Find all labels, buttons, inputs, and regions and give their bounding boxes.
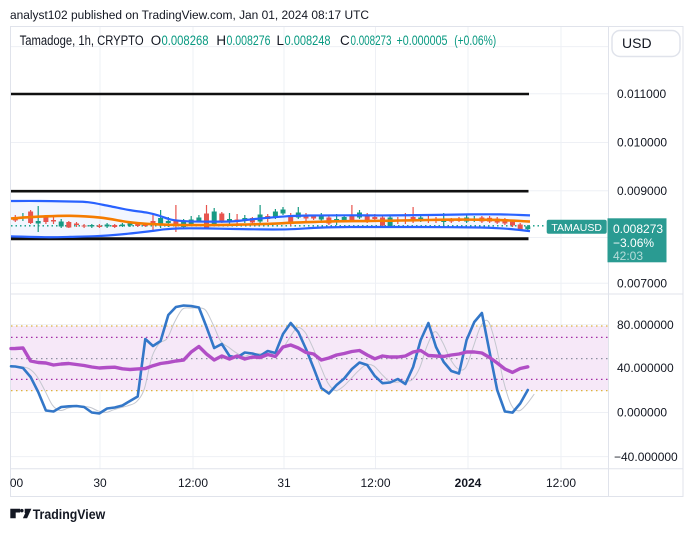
svg-text:TAMAUSD: TAMAUSD xyxy=(551,222,602,234)
svg-text:0.008276: 0.008276 xyxy=(227,33,271,48)
svg-text:40.000000: 40.000000 xyxy=(617,361,674,375)
svg-text:00: 00 xyxy=(10,476,24,490)
svg-text:+0.000005: +0.000005 xyxy=(397,33,448,48)
svg-text:0.008273: 0.008273 xyxy=(351,33,392,48)
svg-text:12:00: 12:00 xyxy=(360,476,390,490)
svg-text:0.008268: 0.008268 xyxy=(162,33,209,48)
svg-text:12:00: 12:00 xyxy=(178,476,208,490)
svg-text:0.000000: 0.000000 xyxy=(617,406,667,420)
svg-text:−3.06%: −3.06% xyxy=(613,236,654,250)
svg-text:0.008248: 0.008248 xyxy=(285,33,331,48)
svg-text:31: 31 xyxy=(277,476,291,490)
svg-text:0.011000: 0.011000 xyxy=(617,87,666,101)
svg-text:2024: 2024 xyxy=(455,476,482,490)
svg-text:O: O xyxy=(151,33,161,48)
svg-text:0.007000: 0.007000 xyxy=(617,277,667,291)
svg-text:30: 30 xyxy=(93,476,107,490)
svg-text:12:00: 12:00 xyxy=(546,476,576,490)
svg-text:C: C xyxy=(340,33,350,48)
svg-text:80.000000: 80.000000 xyxy=(617,318,674,332)
svg-text:0.010000: 0.010000 xyxy=(617,136,667,150)
svg-text:Tamadoge, 1h, CRYPTO: Tamadoge, 1h, CRYPTO xyxy=(20,33,144,48)
svg-text:L: L xyxy=(277,33,284,48)
svg-text:USD: USD xyxy=(622,35,652,51)
svg-text:0.009000: 0.009000 xyxy=(617,184,667,198)
svg-text:(+0.06%): (+0.06%) xyxy=(454,33,496,48)
svg-text:H: H xyxy=(216,33,226,48)
svg-text:TradingView: TradingView xyxy=(33,507,106,522)
svg-text:analyst102 published on Tradin: analyst102 published on TradingView.com,… xyxy=(10,8,369,22)
svg-text:0.008273: 0.008273 xyxy=(613,222,663,236)
svg-text:42:03: 42:03 xyxy=(613,249,643,263)
svg-text:−40.000000: −40.000000 xyxy=(614,450,678,464)
